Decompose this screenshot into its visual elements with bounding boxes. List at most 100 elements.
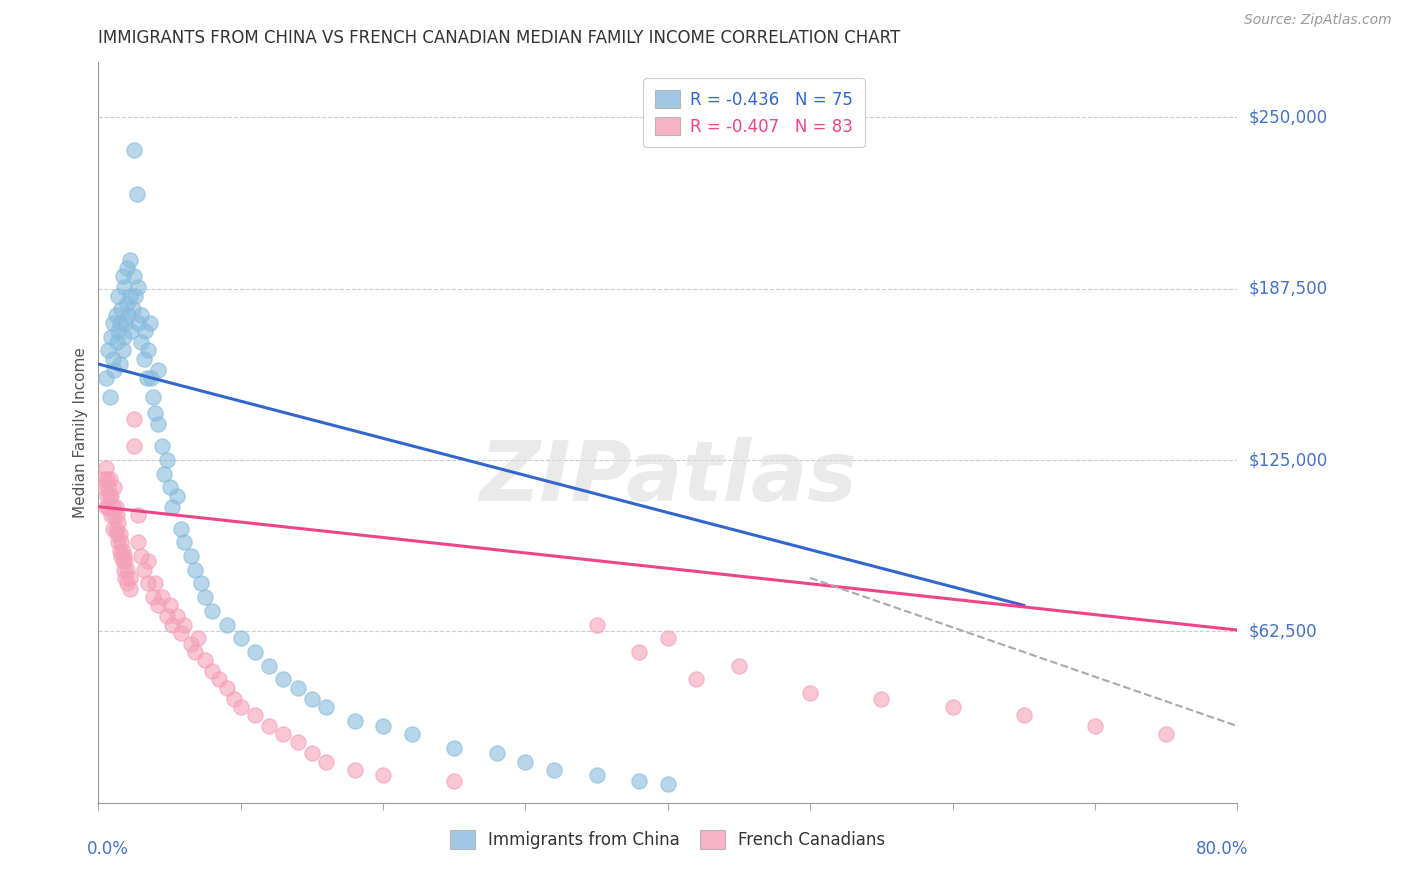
Point [145,576,167,591]
Point [108,527,131,541]
Point [111,343,134,358]
Point [118,252,141,267]
Point [173,535,195,549]
Point [259,719,281,733]
Point [148,599,170,613]
Point [101,316,124,330]
Point [373,768,395,782]
Point [121,302,143,317]
Point [401,727,423,741]
Point [117,308,139,322]
Point [208,673,231,687]
Text: ZIPatlas: ZIPatlas [479,436,856,517]
Point [112,329,135,343]
Point [259,658,281,673]
Point [135,371,157,385]
Point [443,741,465,756]
Point [127,280,149,294]
Point [111,543,134,558]
Point [287,735,309,749]
Point [166,609,188,624]
Point [110,549,132,563]
Point [215,681,238,695]
Point [515,755,537,769]
Point [136,554,159,568]
Point [273,727,295,741]
Point [243,645,266,659]
Point [443,773,465,788]
Text: $187,500: $187,500 [1249,280,1327,298]
Point [115,576,138,591]
Point [942,699,965,714]
Point [657,632,679,646]
Text: $125,000: $125,000 [1249,451,1327,469]
Point [93,472,115,486]
Point [103,362,125,376]
Point [136,343,159,358]
Point [799,686,821,700]
Point [273,673,295,687]
Point [728,658,751,673]
Point [173,617,195,632]
Point [301,747,323,761]
Point [96,472,118,486]
Point [543,763,565,777]
Point [132,563,155,577]
Point [122,143,145,157]
Point [110,535,132,549]
Point [180,637,202,651]
Point [94,461,117,475]
Point [100,489,122,503]
Point [156,453,179,467]
Point [215,617,238,632]
Point [129,549,152,563]
Point [124,288,146,302]
Point [129,335,152,350]
Point [125,187,148,202]
Point [148,417,170,432]
Point [120,324,142,338]
Point [190,576,212,591]
Point [111,269,134,284]
Point [148,362,170,376]
Point [136,576,159,591]
Point [104,500,127,514]
Point [110,302,132,317]
Point [101,500,124,514]
Point [127,535,149,549]
Point [152,590,174,604]
Point [107,535,129,549]
Point [122,412,145,426]
Point [139,371,162,385]
Point [97,500,120,514]
Point [114,554,136,568]
Point [98,489,121,503]
Point [201,604,224,618]
Y-axis label: Median Family Income: Median Family Income [73,347,89,518]
Point [373,719,395,733]
Point [129,308,152,322]
Point [138,316,160,330]
Point [229,632,252,646]
Point [486,747,509,761]
Point [170,625,193,640]
Point [104,308,127,322]
Point [1084,719,1107,733]
Point [114,571,136,585]
Point [127,508,149,522]
Point [94,500,117,514]
Point [184,563,207,577]
Point [94,371,117,385]
Point [122,269,145,284]
Point [145,406,167,420]
Point [111,554,134,568]
Point [287,681,309,695]
Point [96,489,118,503]
Point [118,582,141,596]
Point [101,351,124,366]
Point [170,522,193,536]
Point [118,571,141,585]
Text: Source: ZipAtlas.com: Source: ZipAtlas.com [1244,13,1392,28]
Point [1012,708,1035,723]
Point [107,516,129,530]
